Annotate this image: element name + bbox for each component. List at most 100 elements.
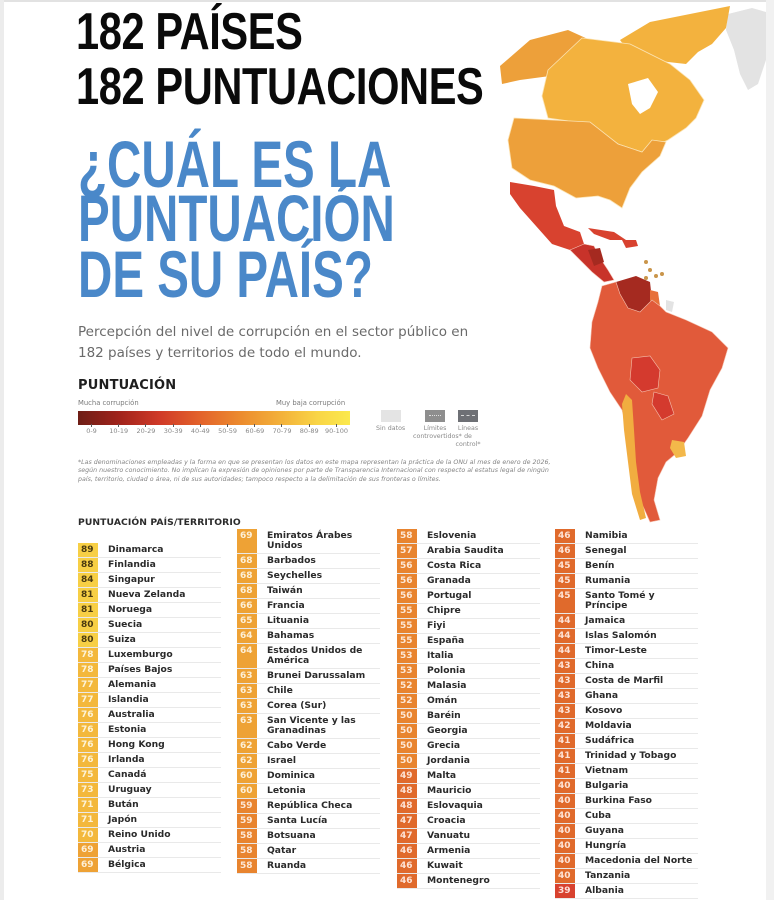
country-name: Canadá — [108, 769, 147, 780]
table-row: 45 Santo Tomé y Príncipe — [555, 589, 698, 614]
table-row: 40 Burkina Faso — [555, 794, 698, 809]
country-name: República Checa — [267, 800, 353, 811]
country-name: Arabia Saudita — [427, 545, 504, 556]
score-badge: 77 — [78, 693, 98, 707]
country-name: Islandia — [108, 694, 149, 705]
score-badge: 71 — [78, 813, 98, 827]
country-name: Kuwait — [427, 860, 463, 871]
table-row: 58 Eslovenia — [397, 529, 540, 544]
country-name: Cabo Verde — [267, 740, 327, 751]
country-name: Brunei Darussalam — [267, 670, 366, 681]
score-column-3: 58 Eslovenia 57 Arabia Saudita 56 Costa Rica 5… — [397, 529, 540, 889]
country-name: Países Bajos — [108, 664, 173, 675]
score-column-4: 46 Namibia 46 Senegal 45 Benín 45 Rumania 45 Sant… — [555, 529, 698, 899]
score-badge: 40 — [555, 854, 575, 868]
table-row: 46 Armenia — [397, 844, 540, 859]
table-row: 73 Uruguay — [78, 783, 221, 798]
score-badge: 50 — [397, 709, 417, 723]
score-badge: 44 — [555, 614, 575, 628]
score-badge: 65 — [237, 614, 257, 628]
country-name: Singapur — [108, 574, 155, 585]
control-lines-swatch — [458, 410, 478, 422]
country-name: Uruguay — [108, 784, 152, 795]
table-row: 59 República Checa — [237, 799, 380, 814]
score-badge: 40 — [555, 824, 575, 838]
legend-range: 10-19 — [109, 427, 129, 435]
score-badge: 44 — [555, 629, 575, 643]
score-badge: 41 — [555, 749, 575, 763]
table-row: 44 Timor-Leste — [555, 644, 698, 659]
country-name: Malta — [427, 770, 457, 781]
country-name: Bélgica — [108, 859, 146, 870]
score-badge: 62 — [237, 739, 257, 753]
country-name: Luxemburgo — [108, 649, 173, 660]
table-row: 58 Ruanda — [237, 859, 380, 874]
score-badge: 43 — [555, 659, 575, 673]
legend-high-label: Muy baja corrupción — [276, 399, 346, 407]
table-row: 69 Emiratos Árabes Unidos — [237, 529, 380, 554]
table-row: 78 Luxemburgo — [78, 648, 221, 663]
table-row: 76 Estonia — [78, 723, 221, 738]
country-name: Macedonia del Norte — [585, 855, 693, 866]
table-row: 62 Israel — [237, 754, 380, 769]
score-badge: 45 — [555, 559, 575, 573]
table-row: 81 Nueva Zelanda — [78, 588, 221, 603]
country-name: Granada — [427, 575, 471, 586]
country-name: Mauricio — [427, 785, 472, 796]
table-row: 55 Fiyi — [397, 619, 540, 634]
table-row: 50 Georgia — [397, 724, 540, 739]
score-badge: 55 — [397, 604, 417, 618]
score-badge: 40 — [555, 779, 575, 793]
question-line-3: DE SU PAÍS? — [78, 237, 373, 311]
legend-range: 60-69 — [245, 427, 265, 435]
table-row: 71 Bután — [78, 798, 221, 813]
country-name: Bulgaria — [585, 780, 629, 791]
country-name: Cuba — [585, 810, 612, 821]
country-name: Baréin — [427, 710, 461, 721]
country-name: Malasia — [427, 680, 467, 691]
map-greenland — [726, 8, 766, 90]
score-badge: 50 — [397, 724, 417, 738]
legend-no-data: Sin datos — [376, 410, 405, 433]
table-row: 77 Islandia — [78, 693, 221, 708]
table-row: 68 Seychelles — [237, 569, 380, 584]
table-row: 52 Malasia — [397, 679, 540, 694]
score-badge: 40 — [555, 809, 575, 823]
subtitle: Percepción del nivel de corrupción en el… — [78, 324, 469, 361]
country-name: Polonia — [427, 665, 466, 676]
score-badge: 77 — [78, 678, 98, 692]
table-row: 53 Polonia — [397, 664, 540, 679]
country-name: Vietnam — [585, 765, 629, 776]
legend-control-lines: Líneas de control* — [453, 410, 483, 449]
no-data-swatch — [380, 410, 401, 422]
legend-ranges: 0-9 10-19 20-29 30-39 40-49 50-59 60-69 … — [78, 427, 350, 435]
table-row: 88 Finlandia — [78, 558, 221, 573]
table-row: 58 Qatar — [237, 844, 380, 859]
table-row: 43 Kosovo — [555, 704, 698, 719]
country-name: Australia — [108, 709, 155, 720]
country-name: Hong Kong — [108, 739, 165, 750]
score-badge: 58 — [237, 844, 257, 858]
country-name: Armenia — [427, 845, 471, 856]
table-row: 57 Arabia Saudita — [397, 544, 540, 559]
table-row: 44 Jamaica — [555, 614, 698, 629]
legend-color-scale — [78, 411, 350, 425]
country-name: Chipre — [427, 605, 461, 616]
legend-range: 0-9 — [86, 427, 97, 435]
country-name: España — [427, 635, 465, 646]
score-badge: 56 — [397, 589, 417, 603]
top-border — [0, 0, 774, 2]
score-badge: 46 — [397, 844, 417, 858]
country-name: Dinamarca — [108, 544, 164, 555]
table-row: 48 Mauricio — [397, 784, 540, 799]
score-badge: 52 — [397, 679, 417, 693]
score-badge: 76 — [78, 753, 98, 767]
score-badge: 46 — [397, 874, 417, 888]
country-name: Rumania — [585, 575, 631, 586]
headline-line-2: 182 PUNTUACIONES — [76, 58, 484, 116]
country-name: Lituania — [267, 615, 310, 626]
score-badge: 80 — [78, 618, 98, 632]
score-badge: 39 — [555, 884, 575, 898]
score-badge: 48 — [397, 784, 417, 798]
legend-range: 30-39 — [163, 427, 183, 435]
